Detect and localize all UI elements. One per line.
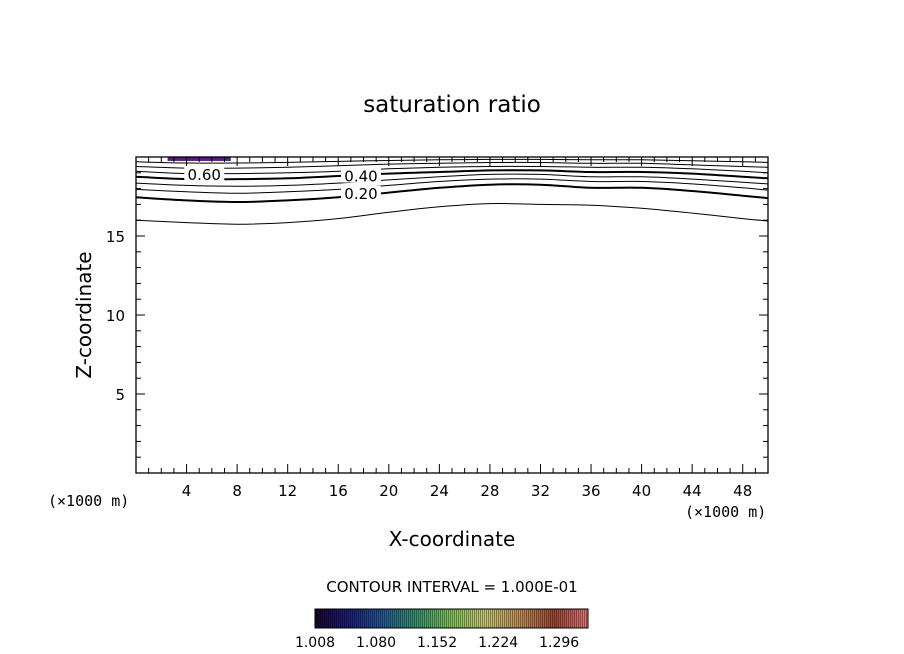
contour-label-bg: [340, 168, 381, 183]
contour-label-bg: [340, 185, 381, 200]
contour-label: 0.40: [344, 168, 377, 186]
x-tick-label: 8: [232, 482, 242, 500]
colorbar-texture: [315, 609, 588, 628]
plot-area: 0.60 0.400.20 4 8 12 16 20 24 28 32 36 40 44 48 5101…: [106, 156, 769, 500]
x-tick-label: 4: [182, 482, 192, 500]
x-unit-label-left: (×1000 m): [48, 492, 129, 510]
x-tick-label: 20: [379, 482, 398, 500]
contour-line: [135, 178, 769, 194]
y-tick-label: 15: [106, 228, 125, 246]
contour-line: [135, 173, 769, 187]
y-tick-label: 5: [115, 386, 125, 404]
contour-label: 0.60: [188, 166, 221, 184]
x-tick-label: 48: [733, 482, 752, 500]
x-axis-label: X-coordinate: [389, 527, 516, 551]
contour-label: 0.20: [344, 185, 377, 203]
colorbar-label: 1.152: [417, 635, 457, 651]
chart-title: saturation ratio: [363, 92, 541, 118]
contour-line: [135, 183, 769, 204]
contour-line: [135, 165, 769, 175]
contour-labels: 0.60 0.400.20: [184, 166, 381, 203]
x-tick-label: 24: [430, 482, 449, 500]
colorbar-label: 1.224: [478, 635, 518, 651]
x-tick-label: 28: [480, 482, 499, 500]
x-tick-label: 16: [329, 482, 348, 500]
y-axis-ticks: 5 10 15: [106, 172, 768, 458]
x-unit-label-right: (×1000 m): [685, 503, 766, 521]
contour-interval-note: CONTOUR INTERVAL = 1.000E-01: [326, 578, 577, 596]
plot-frame: [135, 156, 769, 474]
colorbar-label: 1.008: [295, 635, 335, 651]
x-tick-label: 12: [278, 482, 297, 500]
x-tick-label: 32: [531, 482, 550, 500]
colorbar-frame: [314, 608, 589, 629]
colorbar-label: 1.080: [356, 635, 396, 651]
colorbar: 1.008 1.080 1.152 1.224 1.296: [295, 608, 589, 651]
x-tick-label: 36: [581, 482, 600, 500]
contour-line: [135, 161, 769, 169]
contour-lines: [135, 158, 769, 225]
y-axis-label: Z-coordinate: [72, 251, 96, 378]
contour-label-bg: [184, 166, 225, 181]
colorbar-labels: 1.008 1.080 1.152 1.224 1.296: [295, 635, 579, 651]
y-tick-label: 10: [106, 307, 125, 325]
x-tick-label: 44: [683, 482, 702, 500]
colorbar-label: 1.296: [539, 635, 579, 651]
x-tick-label: 40: [632, 482, 651, 500]
x-axis-ticks: 4 8 12 16 20 24 28 32 36 40 44 48: [148, 157, 756, 500]
contour-line: [135, 203, 769, 225]
contour-line: [135, 169, 769, 181]
